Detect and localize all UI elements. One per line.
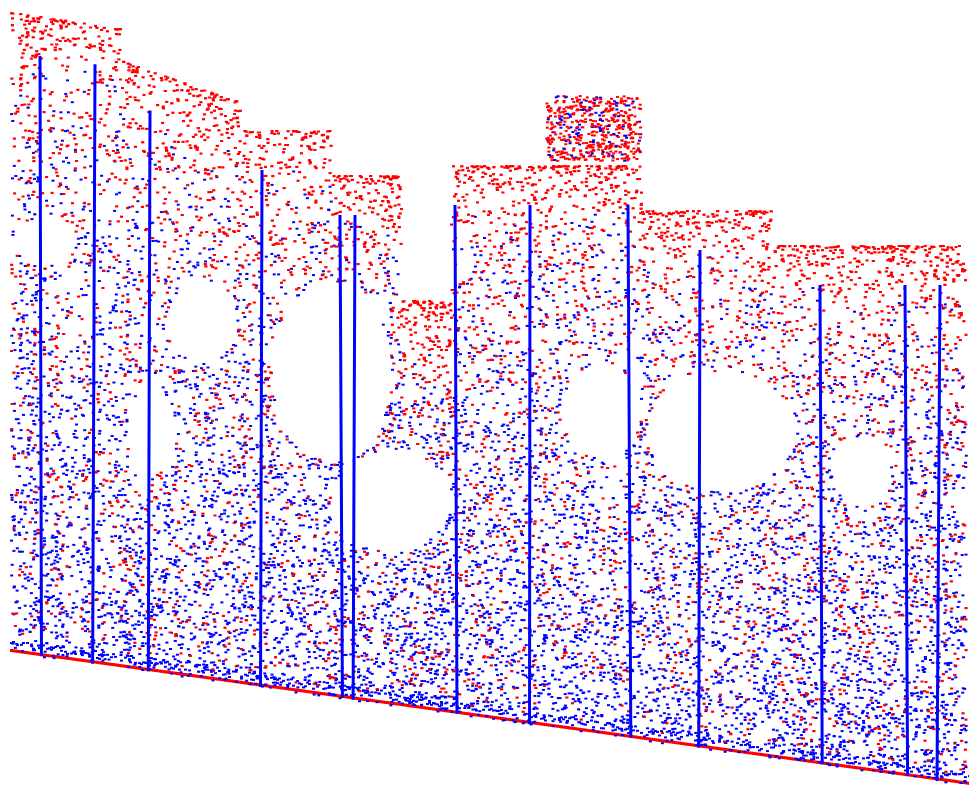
tree-trunks — [38, 55, 942, 781]
ground-points — [10, 641, 969, 785]
red-points — [10, 12, 968, 773]
blue-points — [10, 70, 968, 784]
